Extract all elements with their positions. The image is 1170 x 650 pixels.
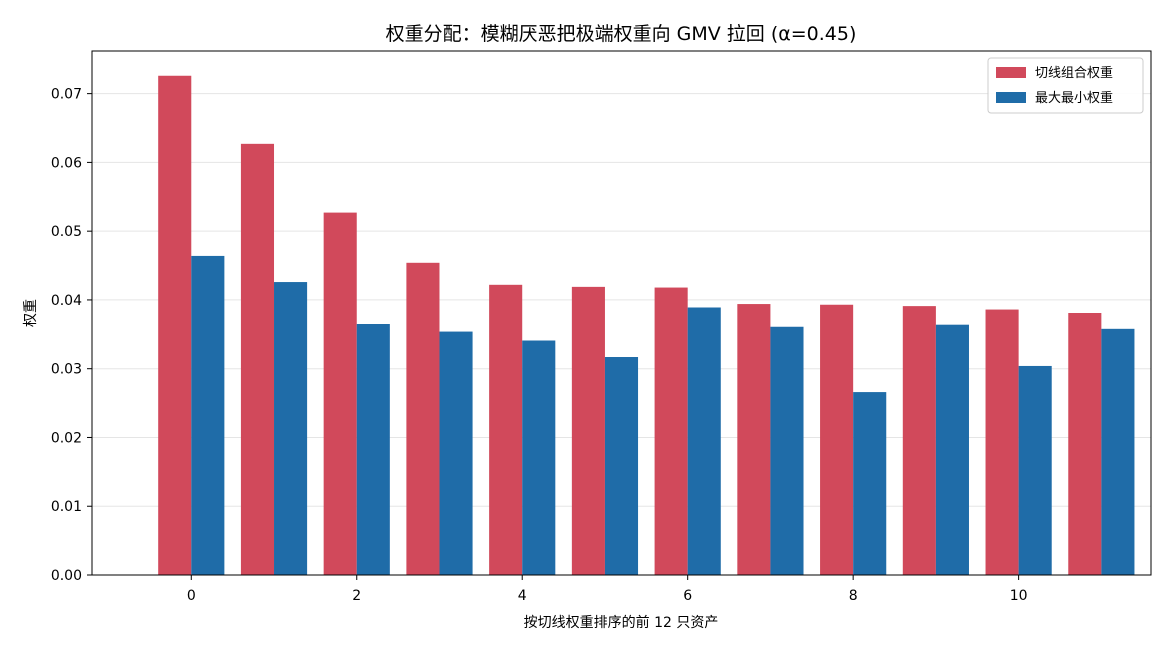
- bar-maxmin: [853, 392, 887, 575]
- x-tick-label: 0: [187, 588, 196, 604]
- y-axis: 0.00 0.01 0.02 0.03 0.04 0.05 0.06 0.07: [51, 87, 92, 584]
- chart-title: 权重分配：模糊厌恶把极端权重向 GMV 拉回 (α=0.45): [386, 23, 857, 45]
- bar-tangent: [158, 75, 192, 575]
- x-tick-label: 6: [683, 588, 692, 604]
- bar-tangent: [571, 286, 605, 575]
- bar-maxmin: [356, 324, 390, 575]
- bars: [158, 75, 1135, 575]
- bar-tangent: [489, 284, 523, 575]
- plot-frame: [91, 50, 1152, 576]
- x-axis: 0 2 4 6 8 10: [187, 575, 1028, 604]
- y-tick-label: 0.04: [51, 293, 82, 309]
- x-tick-label: 10: [1010, 588, 1028, 604]
- legend-label-tangent: 切线组合权重: [1035, 65, 1113, 81]
- bar-tangent: [240, 143, 275, 575]
- bar-tangent: [323, 212, 357, 575]
- legend-label-maxmin: 最大最小权重: [1035, 90, 1113, 106]
- y-tick-label: 0.02: [51, 430, 82, 446]
- x-tick-label: 8: [849, 588, 858, 604]
- legend: 切线组合权重 最大最小权重: [987, 57, 1144, 114]
- y-tick-label: 0.07: [51, 87, 82, 103]
- y-tick-label: 0.03: [51, 362, 82, 378]
- bar-maxmin: [522, 340, 556, 575]
- bar-tangent: [1068, 313, 1102, 575]
- bar-tangent: [737, 304, 771, 575]
- bar-maxmin: [1101, 328, 1135, 575]
- bar-tangent: [902, 306, 936, 575]
- legend-swatch-tangent: [996, 67, 1026, 78]
- bar-maxmin: [687, 307, 721, 575]
- bar-tangent: [406, 262, 440, 575]
- legend-swatch-maxmin: [996, 92, 1026, 103]
- bar-maxmin: [604, 357, 639, 575]
- y-tick-label: 0.00: [51, 568, 82, 584]
- x-axis-title: 按切线权重排序的前 12 只资产: [524, 614, 719, 631]
- y-tick-label: 0.05: [51, 224, 82, 240]
- y-tick-label: 0.06: [51, 155, 82, 171]
- bar-maxmin: [1018, 365, 1052, 575]
- legend-box: [987, 57, 1144, 114]
- x-tick-label: 4: [518, 588, 527, 604]
- y-axis-title: 权重: [23, 299, 39, 327]
- bar-maxmin: [770, 326, 804, 575]
- bar-tangent: [654, 287, 688, 575]
- y-tick-label: 0.01: [51, 499, 82, 515]
- bar-maxmin: [191, 255, 225, 575]
- bar-tangent: [820, 304, 854, 575]
- bar-tangent: [985, 309, 1019, 575]
- x-tick-label: 2: [352, 588, 361, 604]
- bar-maxmin: [274, 282, 308, 575]
- bar-maxmin: [935, 324, 969, 575]
- bar-maxmin: [439, 331, 473, 575]
